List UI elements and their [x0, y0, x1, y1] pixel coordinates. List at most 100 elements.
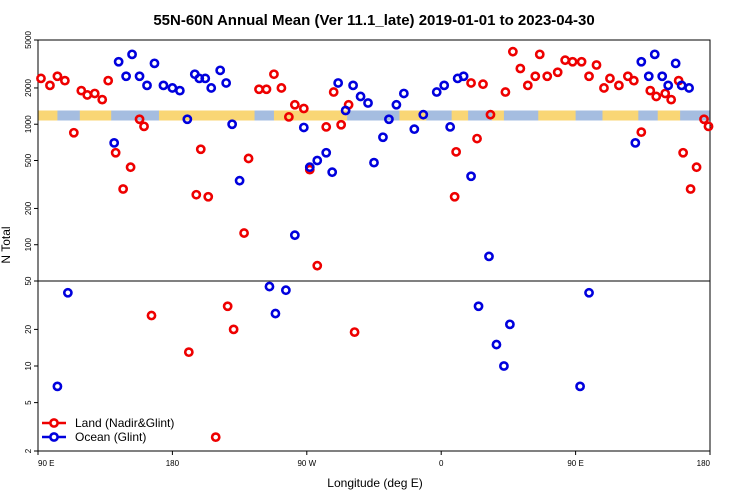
ocean-point — [221, 78, 232, 88]
land-point — [605, 73, 615, 84]
ocean-point — [333, 78, 344, 88]
ocean-point — [384, 114, 394, 125]
x-tick-label: 180 — [166, 459, 180, 468]
ocean-point — [113, 56, 124, 67]
land-point — [660, 88, 671, 99]
land-point — [134, 114, 145, 125]
land-point — [125, 162, 136, 173]
y-tick-label: 500 — [24, 153, 33, 167]
ocean-point — [398, 88, 409, 99]
land-point — [76, 85, 87, 96]
ocean-point — [134, 71, 145, 82]
land-point — [685, 184, 696, 194]
ocean-point — [109, 137, 120, 148]
ocean-point — [182, 114, 193, 125]
land-point — [591, 60, 602, 70]
y-tick-label: 10 — [24, 361, 33, 370]
ocean-point — [280, 285, 291, 296]
land-point — [614, 80, 624, 91]
y-tick-label: 100 — [24, 238, 33, 252]
ocean-point — [142, 80, 152, 91]
land-point — [542, 71, 553, 82]
ocean-point — [127, 49, 137, 60]
ocean-point — [466, 171, 476, 182]
ocean-point — [473, 301, 484, 312]
land-point — [97, 94, 108, 105]
y-tick-label: 2 — [24, 448, 33, 453]
ocean-point — [670, 58, 681, 69]
land-point — [103, 75, 114, 86]
ocean-point — [369, 157, 379, 168]
ocean-point — [149, 58, 160, 69]
ocean-point — [439, 80, 450, 91]
land-point — [222, 301, 233, 312]
ocean-point — [363, 98, 373, 108]
x-tick-label: 90 W — [297, 459, 316, 468]
land-point — [89, 88, 100, 99]
land-point — [195, 144, 206, 155]
land-point — [146, 310, 157, 321]
ocean-point — [391, 99, 402, 110]
land-point — [298, 103, 309, 114]
ocean-point — [312, 155, 323, 166]
land-point — [261, 84, 272, 95]
ocean-point — [657, 71, 668, 82]
ocean-point — [174, 85, 185, 96]
ocean-point — [158, 80, 169, 91]
ocean-point — [499, 361, 509, 371]
land-point — [321, 122, 332, 132]
y-tick-label: 20 — [24, 324, 33, 333]
ocean-point — [298, 122, 309, 133]
land-point — [622, 71, 633, 82]
ocean-point — [663, 80, 674, 91]
land-point — [691, 162, 702, 173]
land-point — [478, 79, 488, 90]
land-point — [500, 87, 511, 97]
band-land-segment-7 — [538, 110, 576, 121]
ocean-point — [355, 91, 366, 102]
land-point — [599, 83, 609, 93]
band-land-segment-5 — [451, 110, 469, 121]
land-point — [584, 71, 594, 82]
land-point — [651, 91, 662, 102]
ocean-point — [340, 105, 351, 116]
y-tick-label: 2000 — [24, 79, 33, 97]
ocean-point — [649, 49, 660, 60]
x-axis-ticks: 90 E 180 90 W 0 90 E 180 — [37, 451, 711, 468]
band-land-segment-0 — [38, 110, 58, 121]
ocean-point — [491, 339, 502, 350]
ocean-point — [636, 56, 647, 67]
ocean-point — [289, 230, 300, 241]
chart-title: 55N-60N Annual Mean (Ver 11.1_late) 2019… — [153, 12, 594, 29]
y-tick-label: 1000 — [24, 115, 33, 133]
ocean-point — [431, 87, 442, 97]
x-tick-label: 90 E — [567, 459, 583, 468]
data-points — [36, 46, 714, 443]
land-point — [203, 191, 214, 202]
y-tick-label: 200 — [24, 201, 33, 215]
land-point — [552, 67, 563, 78]
ocean-point — [584, 287, 594, 298]
land-point — [59, 75, 70, 86]
legend-marker — [49, 418, 59, 428]
ocean-point — [484, 251, 494, 262]
land-point — [283, 112, 294, 122]
y-axis-label: N Total — [0, 226, 13, 263]
land-point — [703, 121, 714, 132]
land-point — [269, 69, 279, 80]
ocean-point — [684, 83, 694, 93]
land-point — [68, 127, 79, 138]
ocean-point — [445, 122, 456, 132]
land-point — [276, 83, 287, 93]
band-land-segment-8 — [602, 110, 639, 121]
ocean-point — [270, 308, 281, 319]
land-point — [336, 119, 347, 130]
land-ocean-band — [38, 110, 710, 121]
land-point — [36, 73, 46, 84]
ocean-point — [504, 319, 515, 330]
land-point — [636, 127, 647, 138]
land-point — [139, 121, 149, 132]
x-tick-label: 0 — [439, 459, 444, 468]
